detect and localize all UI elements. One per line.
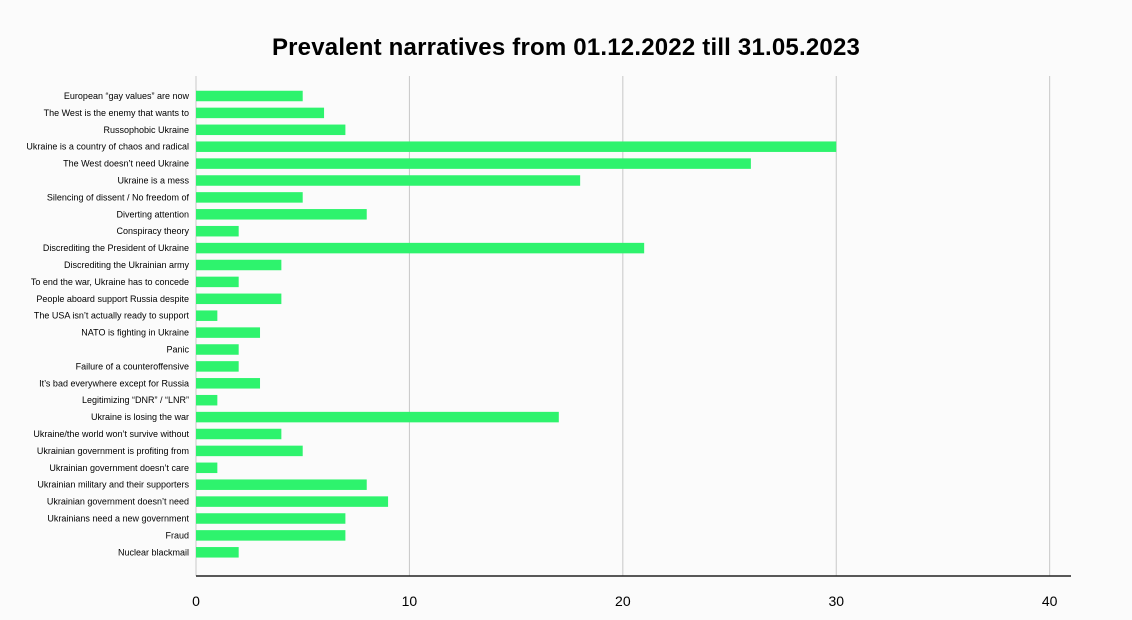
category-label: The West is the enemy that wants to: [44, 108, 189, 118]
bar: [196, 445, 303, 457]
category-label: Ukrainian military and their supporters: [37, 480, 189, 490]
category-label: To end the war, Ukraine has to concede: [31, 277, 189, 287]
category-label: Conspiracy theory: [116, 226, 189, 236]
category-label: Ukraine is losing the war: [91, 412, 189, 422]
category-label: Nuclear blackmail: [118, 547, 189, 557]
category-label: Panic: [166, 345, 189, 355]
bar: [196, 107, 325, 119]
bar: [196, 310, 218, 321]
bar: [196, 530, 346, 541]
category-label: NATO is fighting in Ukraine: [81, 328, 189, 338]
bar: [196, 225, 239, 237]
category-label: Ukrainian government doesn’t need: [47, 497, 189, 507]
category-label: People aboard support Russia despite: [36, 294, 189, 304]
category-label: European “gay values” are now: [64, 91, 190, 101]
x-tick-label: 0: [192, 593, 200, 609]
bar: [196, 513, 346, 524]
category-label: Ukraine/the world won’t survive without: [33, 429, 189, 439]
bar: [196, 209, 367, 220]
bar: [196, 344, 239, 355]
category-label: Discrediting the Ukrainian army: [64, 260, 190, 270]
category-label: Diverting attention: [116, 209, 189, 219]
category-label: Ukraine is a mess: [117, 176, 189, 186]
category-label: Legitimizing “DNR” / “LNR”: [82, 395, 189, 405]
chart-title: Prevalent narratives from 01.12.2022 til…: [271, 34, 861, 61]
category-label: Ukrainian government doesn’t care: [49, 463, 189, 473]
bar: [196, 242, 645, 254]
bar: [196, 293, 282, 305]
category-label: Silencing of dissent / No freedom of: [47, 192, 190, 202]
category-label: Discrediting the President of Ukraine: [43, 243, 189, 253]
bar: [196, 124, 346, 136]
category-label: Ukraine is a country of chaos and radica…: [26, 142, 189, 152]
category-label: Ukrainian government is profiting from: [37, 446, 189, 456]
bar: [196, 327, 261, 338]
bar: [196, 158, 751, 169]
bar: [196, 378, 261, 389]
bar: [196, 259, 282, 271]
bar: [196, 547, 239, 558]
bar: [196, 90, 303, 102]
bar: [196, 496, 389, 507]
bar: [196, 175, 581, 186]
x-tick-label: 20: [615, 593, 631, 609]
x-tick-label: 40: [1042, 593, 1058, 609]
bar: [196, 479, 367, 490]
category-label: The USA isn’t actually ready to support: [34, 311, 190, 321]
category-label: Russophobic Ukraine: [103, 125, 189, 135]
category-label: It’s bad everywhere except for Russia: [39, 378, 189, 388]
x-tick-label: 10: [402, 593, 418, 609]
bar: [196, 394, 218, 406]
bar: [196, 141, 837, 152]
category-label: Ukrainians need a new government: [47, 514, 189, 524]
bar: [196, 411, 559, 423]
bar: [196, 462, 218, 474]
bar: [196, 192, 303, 203]
bar: [196, 428, 282, 440]
category-label: Failure of a counteroffensive: [76, 361, 189, 371]
x-tick-label: 30: [828, 593, 844, 609]
category-label: The West doesn’t need Ukraine: [63, 159, 189, 169]
bar: [196, 276, 239, 288]
bar: [196, 361, 239, 372]
category-label: Fraud: [165, 530, 189, 540]
